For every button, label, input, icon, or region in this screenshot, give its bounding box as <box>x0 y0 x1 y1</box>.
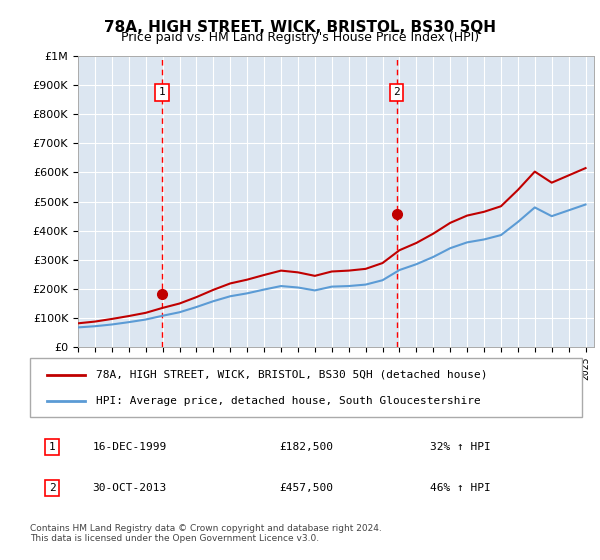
Text: 78A, HIGH STREET, WICK, BRISTOL, BS30 5QH: 78A, HIGH STREET, WICK, BRISTOL, BS30 5Q… <box>104 20 496 35</box>
Text: 1: 1 <box>158 87 165 97</box>
Text: 32% ↑ HPI: 32% ↑ HPI <box>430 442 491 452</box>
Text: 78A, HIGH STREET, WICK, BRISTOL, BS30 5QH (detached house): 78A, HIGH STREET, WICK, BRISTOL, BS30 5Q… <box>96 370 488 380</box>
Text: Price paid vs. HM Land Registry's House Price Index (HPI): Price paid vs. HM Land Registry's House … <box>121 31 479 44</box>
Text: £457,500: £457,500 <box>279 483 333 493</box>
Text: 30-OCT-2013: 30-OCT-2013 <box>92 483 166 493</box>
Text: Contains HM Land Registry data © Crown copyright and database right 2024.
This d: Contains HM Land Registry data © Crown c… <box>30 524 382 543</box>
FancyBboxPatch shape <box>30 358 582 417</box>
Text: 1: 1 <box>49 442 55 452</box>
Text: £182,500: £182,500 <box>279 442 333 452</box>
Text: 2: 2 <box>49 483 55 493</box>
Text: HPI: Average price, detached house, South Gloucestershire: HPI: Average price, detached house, Sout… <box>96 396 481 406</box>
Text: 46% ↑ HPI: 46% ↑ HPI <box>430 483 491 493</box>
Text: 2: 2 <box>393 87 400 97</box>
Text: 16-DEC-1999: 16-DEC-1999 <box>92 442 166 452</box>
